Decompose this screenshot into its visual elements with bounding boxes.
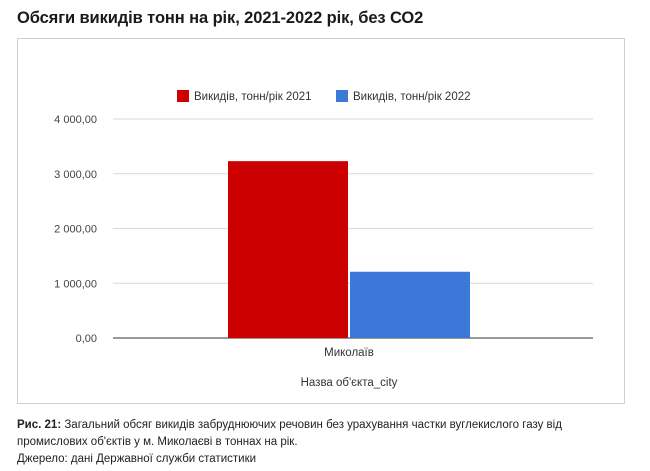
bar-chart: 0,00 1 000,00 2 000,00 3 000,00 4 000,00 Мико… xyxy=(54,90,593,389)
x-axis-title: Назва об'єкта_city xyxy=(301,377,398,389)
legend-label: Викидів, тонн/рік 2022 xyxy=(353,91,471,103)
y-tick-label: 1 000,00 xyxy=(54,278,97,290)
caption-text: Загальний обсяг викидів забруднюючих реч… xyxy=(17,419,562,448)
bar-2021 xyxy=(228,161,348,338)
legend-label: Викидів, тонн/рік 2021 xyxy=(194,91,312,103)
caption-source: Джерело: дані Державної служби статистик… xyxy=(17,453,257,465)
caption-label: Рис. 21: xyxy=(17,419,62,431)
chart-frame: 0,00 1 000,00 2 000,00 3 000,00 4 000,00 Мико… xyxy=(17,38,625,404)
y-tick-label: 0,00 xyxy=(76,333,97,345)
y-tick-label: 3 000,00 xyxy=(54,169,97,181)
page-title: Обсяги викидів тонн на рік, 2021-2022 рі… xyxy=(17,9,424,27)
figure-caption: Рис. 21: Загальний обсяг викидів забрудн… xyxy=(17,417,627,468)
x-tick-label: Миколаїв xyxy=(324,347,374,359)
y-tick-label: 4 000,00 xyxy=(54,114,97,126)
legend-swatch xyxy=(336,90,348,102)
y-tick-label: 2 000,00 xyxy=(54,224,97,236)
legend-swatch xyxy=(177,90,189,102)
bar-2022 xyxy=(350,271,470,338)
